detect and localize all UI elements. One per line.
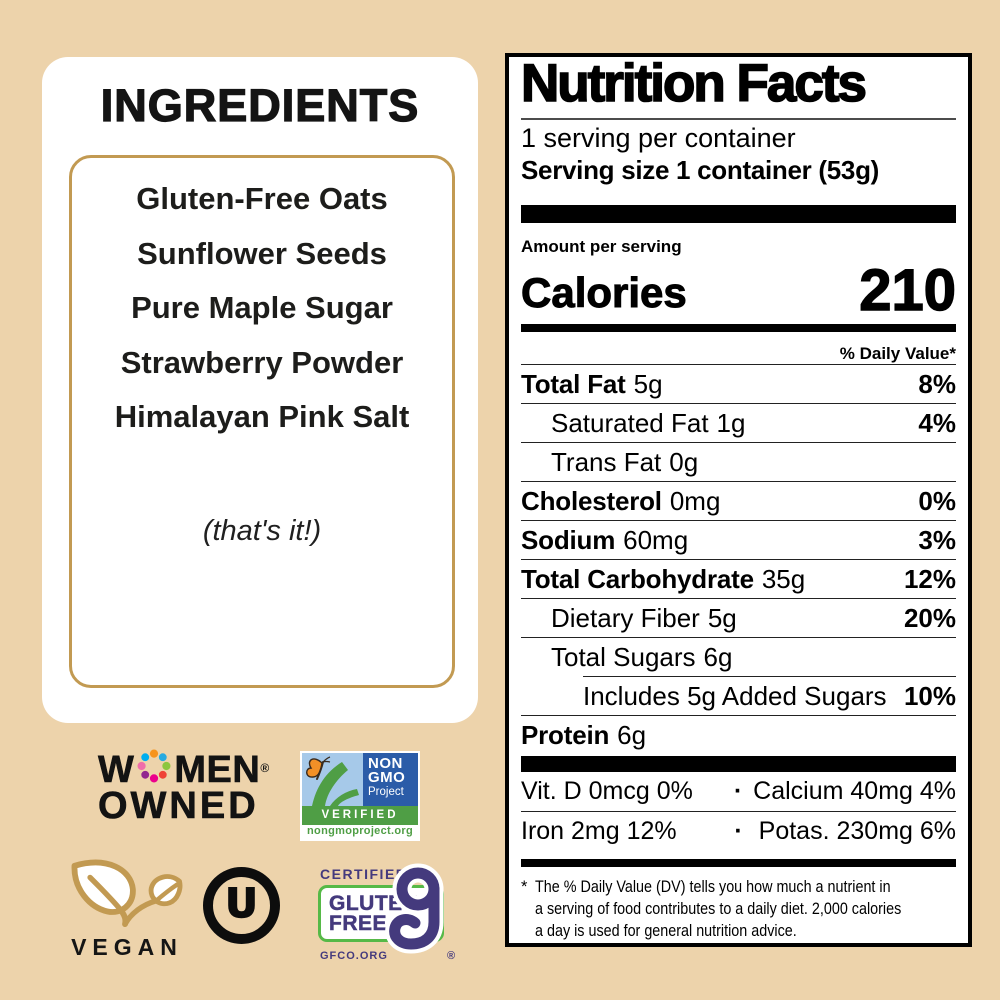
serving-size: Serving size 1 container (53g) (521, 155, 880, 185)
ingredient-item: Himalayan Pink Salt (114, 399, 410, 434)
ingredient-item: Gluten-Free Oats (136, 181, 388, 216)
ingredient-item: Strawberry Powder (120, 344, 404, 380)
dot-separator: · (734, 817, 743, 845)
certified-gluten-free-badge: CERTIFIED GLUTEN FREE ® GFCO.ORG (318, 863, 460, 962)
servings-per-container: 1 serving per container (521, 123, 796, 153)
ingredient-item: Sunflower Seeds (137, 235, 387, 271)
daily-value-header: % Daily Value* (839, 344, 956, 363)
non-gmo-text-block: NON GMO Project (363, 753, 418, 806)
leaves-icon (71, 859, 183, 928)
row-divider (521, 715, 956, 716)
calories-row: Calories 210 (521, 256, 957, 323)
micronutrient-row-2: Iron 2mg 12% · Potas. 230mg 6% (521, 817, 956, 845)
row-divider (521, 442, 956, 443)
nutrition-facts-panel: Nutrition Facts 1 serving per container … (505, 53, 972, 947)
nutrient-row-dietary-fiber: Dietary Fiber 5g 20% (551, 602, 956, 633)
calories-label: Calories (521, 269, 688, 316)
row-divider (521, 637, 956, 638)
amount-per-serving-label: Amount per serving (521, 237, 682, 256)
nutrient-row-saturated-fat: Saturated Fat 1g 4% (551, 407, 956, 438)
nutrition-facts-title: Nutrition Facts (520, 54, 868, 114)
row-divider (521, 598, 956, 599)
non-gmo-url: nongmoproject.org (302, 825, 418, 839)
row-divider (521, 520, 956, 521)
ingredients-title: INGREDIENTS (100, 80, 420, 131)
non-gmo-verified-badge: NON GMO Project VERIFIED nongmoproject.o… (300, 751, 420, 841)
dot-separator: · (733, 777, 743, 805)
row-divider-indented (583, 676, 956, 677)
nutrient-row-added-sugars: Includes 5g Added Sugars 10% (583, 680, 956, 711)
medium-divider-bar (521, 324, 956, 332)
nutrient-row-trans-fat: Trans Fat 0g (551, 446, 699, 477)
thick-divider-bar (521, 756, 956, 772)
nutrient-row-protein: Protein 6g (521, 719, 647, 750)
vegan-label: VEGAN (71, 934, 183, 960)
nutrient-row-sodium: Sodium 60mg 3% (521, 524, 956, 555)
calories-value: 210 (859, 258, 957, 323)
registered-mark: ® (260, 761, 270, 775)
row-divider (521, 559, 956, 560)
row-divider (521, 364, 956, 365)
ingredients-note: (that's it!) (202, 514, 322, 547)
ingredients-box: Gluten-Free Oats Sunflower Seeds Pure Ma… (69, 155, 455, 688)
gf-certified-label: CERTIFIED (320, 866, 408, 882)
row-divider (521, 403, 956, 404)
nutrient-row-total-sugars: Total Sugars 6g (551, 641, 733, 672)
nutrient-row-cholesterol: Cholesterol 0mg 0% (521, 485, 956, 516)
thick-divider-bar (521, 205, 956, 223)
vegan-badge: VEGAN (60, 858, 194, 961)
title-divider (521, 118, 956, 120)
daily-value-footnote: * The % Daily Value (DV) tells you how m… (521, 878, 902, 940)
ingredients-panel: INGREDIENTS Gluten-Free Oats Sunflower S… (42, 57, 478, 723)
women-owned-badge: W MEN ® OWNED (98, 749, 270, 827)
row-divider (521, 811, 956, 812)
gfco-url: GFCO.ORG (320, 950, 388, 962)
non-gmo-top: NON GMO Project (302, 753, 418, 806)
micronutrient-row-1: Vit. D 0mcg 0% · Calcium 40mg 4% (521, 777, 956, 805)
registered-mark: ® (447, 950, 456, 962)
nutrient-row-total-carbohydrate: Total Carbohydrate 35g 12% (521, 563, 956, 594)
women-owned-line2: OWNED (98, 785, 259, 827)
butterfly-grass-icon (302, 753, 363, 806)
medium-divider-bar (521, 859, 956, 867)
kosher-ou-badge: U (203, 867, 280, 944)
gluten-free-g-icon (385, 863, 444, 954)
women-owned-line1: W MEN ® (98, 749, 270, 789)
ingredient-item: Pure Maple Sugar (131, 290, 393, 325)
nutrient-row-total-fat: Total Fat 5g 8% (521, 368, 956, 399)
ou-letter: U (224, 880, 258, 928)
row-divider (521, 481, 956, 482)
women-owned-flower-icon (137, 749, 171, 783)
non-gmo-verified-band: VERIFIED (302, 806, 418, 825)
